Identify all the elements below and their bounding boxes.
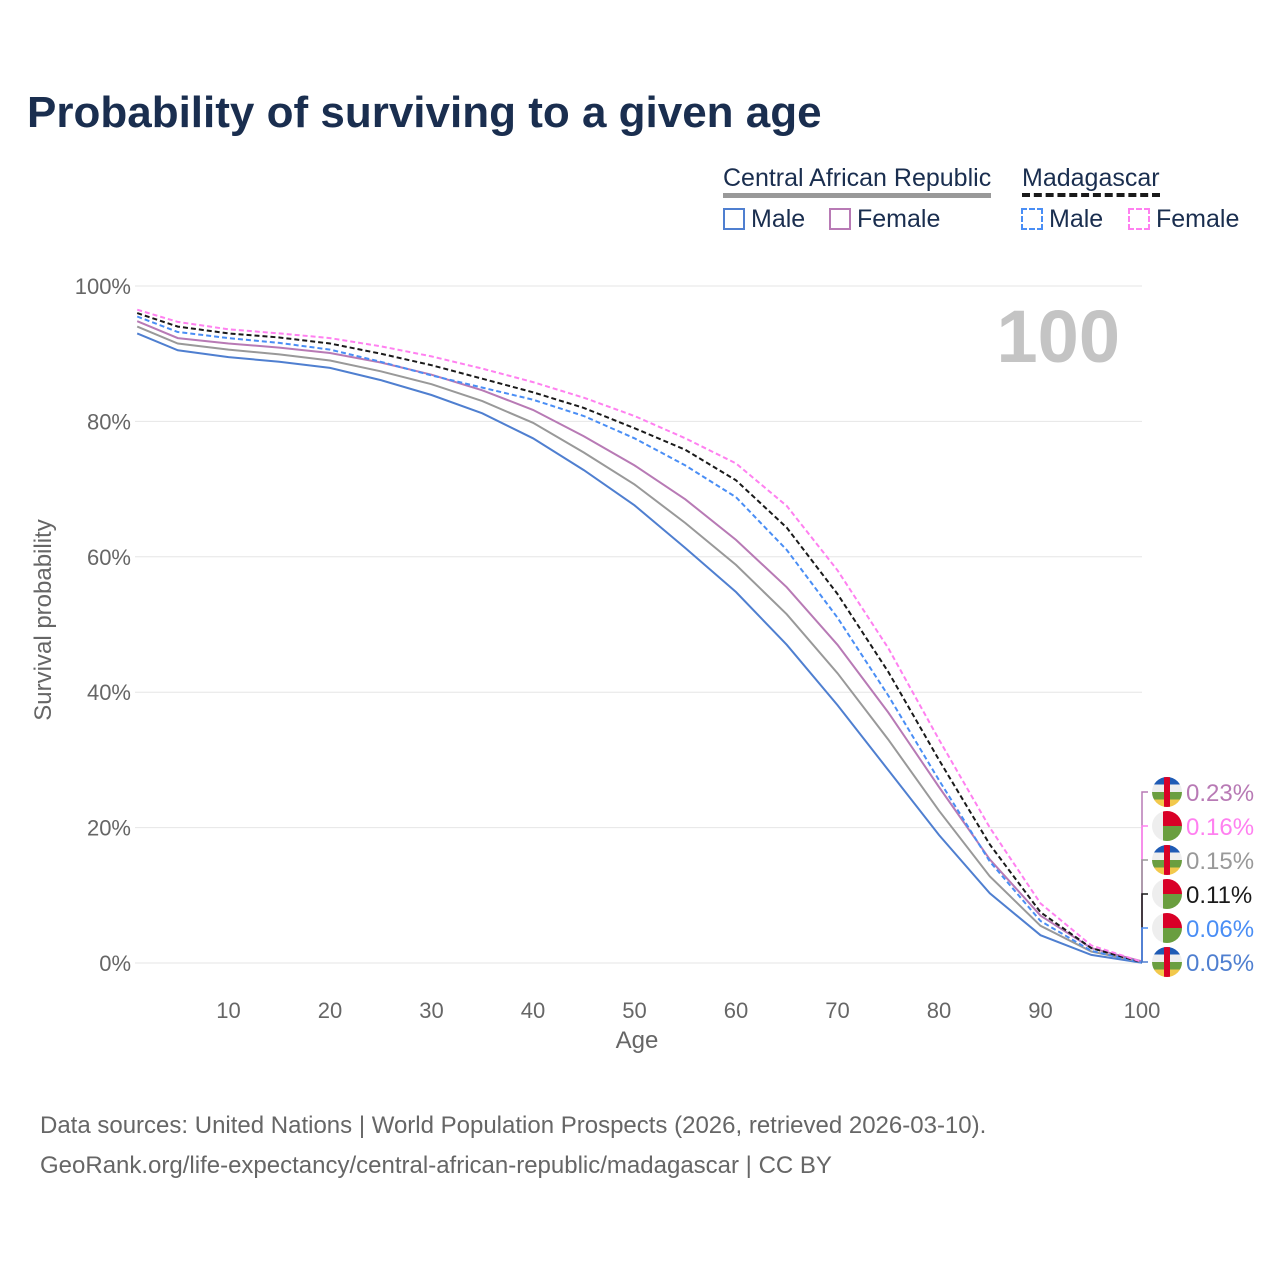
legend-mdg-male[interactable]: Male [1021, 205, 1103, 234]
y-tick-label: 0% [99, 951, 131, 976]
label-connector [1141, 961, 1148, 963]
end-value-label: 0.23% [1186, 780, 1254, 807]
flag-madagascar-icon [1152, 879, 1182, 909]
x-tick-label: 50 [622, 998, 646, 1023]
legend-mdg-female[interactable]: Female [1128, 205, 1239, 234]
x-tick-label: 30 [419, 998, 443, 1023]
end-value-label: 0.05% [1186, 950, 1254, 977]
x-axis-label: Age [616, 1027, 659, 1054]
flag-central-african-republic-icon [1152, 845, 1182, 875]
x-tick-label: 20 [318, 998, 342, 1023]
legend-label: Male [1049, 205, 1104, 233]
legend-label: Male [751, 205, 806, 233]
legend-label: Female [857, 205, 941, 233]
flag-madagascar-icon [1152, 913, 1182, 943]
legend-group-mdg: Madagascar [1022, 163, 1160, 197]
label-connector [1141, 859, 1148, 962]
end-value-label: 0.06% [1186, 916, 1254, 943]
flag-body [1152, 947, 1182, 977]
legend-label: Female [1156, 205, 1240, 233]
flag-stripe [1164, 845, 1170, 875]
x-tick-label: 40 [521, 998, 545, 1023]
y-tick-label: 20% [87, 816, 131, 841]
flag-body [1152, 811, 1182, 841]
flag-body [1152, 879, 1182, 909]
series-line [136, 325, 1143, 963]
flag-body [1152, 845, 1182, 875]
flag-body [1152, 777, 1182, 807]
y-tick-label: 100% [75, 274, 131, 299]
y-tick-label: 80% [87, 409, 131, 434]
source-line: Data sources: United Nations | World Pop… [40, 1112, 987, 1139]
y-axis-label: Survival probability [30, 519, 57, 720]
flag-stripe [1163, 811, 1182, 826]
end-value-label: 0.16% [1186, 814, 1254, 841]
legend-swatch [1128, 208, 1150, 230]
legend-car-male[interactable]: Male [723, 205, 805, 234]
x-tick-label: 80 [927, 998, 951, 1023]
flag-central-african-republic-icon [1152, 777, 1182, 807]
flag-stripe [1164, 777, 1170, 807]
x-tick-label: 60 [724, 998, 748, 1023]
flag-body [1152, 913, 1182, 943]
x-tick-label: 100 [1124, 998, 1161, 1023]
legend-swatch [829, 208, 851, 230]
flag-stripe [1163, 928, 1182, 943]
flag-stripe [1163, 826, 1182, 841]
series-line [136, 332, 1143, 964]
series-line [136, 312, 1143, 964]
series-line [136, 320, 1143, 963]
series-line [136, 315, 1143, 964]
chart-title: Probability of surviving to a given age [27, 88, 822, 137]
legend-swatch [723, 208, 745, 230]
x-tick-label: 70 [825, 998, 849, 1023]
flag-central-african-republic-icon [1152, 947, 1182, 977]
source-note: Data sources: United Nations | World Pop… [40, 1106, 986, 1186]
flag-stripe [1163, 894, 1182, 909]
legend-car-female[interactable]: Female [829, 205, 940, 234]
end-value-label: 0.15% [1186, 848, 1254, 875]
series-line [136, 308, 1143, 963]
year-label: 100 [997, 295, 1120, 378]
x-tick-label: 90 [1028, 998, 1052, 1023]
flag-madagascar-icon [1152, 811, 1182, 841]
y-tick-label: 60% [87, 545, 131, 570]
flag-stripe [1164, 947, 1170, 977]
flag-stripe [1163, 879, 1182, 894]
label-connector [1141, 927, 1148, 963]
legend-group-car: Central African Republic [723, 163, 992, 198]
x-tick-label: 10 [216, 998, 240, 1023]
end-value-label: 0.11% [1186, 882, 1252, 909]
y-tick-label: 40% [87, 680, 131, 705]
source-url[interactable]: GeoRank.org/life-expectancy/central-afri… [40, 1152, 832, 1179]
legend-swatch [1021, 208, 1043, 230]
flag-stripe [1163, 913, 1182, 928]
label-connector [1141, 791, 1148, 962]
